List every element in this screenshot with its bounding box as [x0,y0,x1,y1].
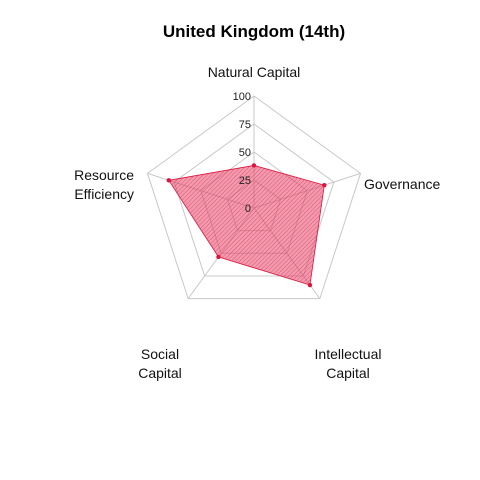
axis-label-line: Intellectual [315,346,382,362]
tick-label: 75 [239,119,251,131]
data-point-governance [322,182,327,188]
axis-label-natural-capital: Natural Capital [208,64,301,80]
radar-tick-labels: 0 25 50 75 100 [233,91,251,215]
chart-title: United Kingdom (14th) [163,22,345,41]
axis-label-line: Capital [326,365,370,381]
grid-ring [173,123,335,277]
axis-label-line: Social [141,346,179,362]
axis-label-line: Natural Capital [208,64,301,80]
axis-label-governance: Governance [364,176,440,192]
tick-label: 50 [239,147,251,159]
axis-label-resource-efficiency: Resource Efficiency [74,167,134,202]
axis-label-intellectual-capital: Intellectual Capital [315,346,382,381]
data-point-social-capital [216,254,221,260]
grid-ring [146,95,362,300]
tick-label: 25 [239,175,251,187]
radar-series [166,163,327,288]
data-point-intellectual-capital [307,282,313,288]
radar-axis-labels: Natural Capital Governance Intellectual Cap… [74,64,440,381]
axis-label-social-capital: Social Capital [138,346,182,381]
series-area [168,165,325,286]
axis-label-line: Resource [74,167,134,183]
tick-label: 100 [233,91,251,103]
data-point-natural-capital [251,163,257,168]
axis-label-line: Efficiency [74,186,134,202]
tick-label: 0 [245,203,251,215]
data-point-resource-efficiency [166,178,171,183]
axis-label-line: Capital [138,365,182,381]
axis-label-line: Governance [364,176,440,192]
